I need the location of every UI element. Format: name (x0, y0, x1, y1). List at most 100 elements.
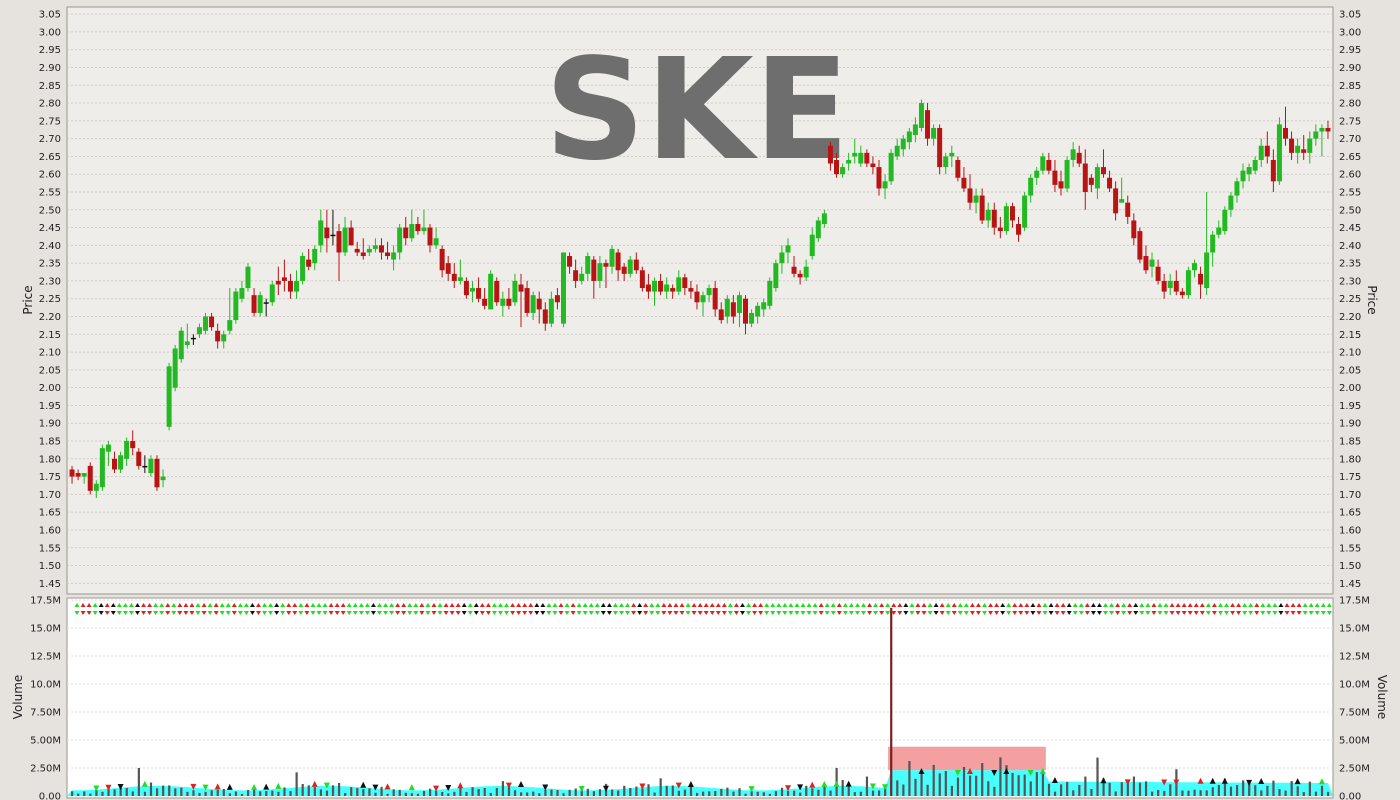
volume-bar (429, 788, 432, 796)
price-tick-right: 1.60 (1339, 525, 1361, 536)
ohlc-body (318, 220, 324, 246)
signal-triangle-down (534, 611, 540, 615)
signal-triangle-up (570, 603, 576, 607)
volume-bar (422, 790, 426, 796)
volume-bar (435, 790, 438, 796)
ohlc-body (858, 152, 864, 164)
signal-triangle-down (1224, 611, 1229, 615)
signal-triangle-up (794, 603, 800, 607)
price-grid (67, 13, 1333, 584)
volume-bar (259, 791, 262, 796)
ohlc-body (1270, 159, 1276, 182)
volume-tick-right: 17.5M (1339, 596, 1370, 607)
signal-triangle-down (310, 611, 316, 615)
price-axis-title-left: Price (21, 285, 35, 314)
signal-triangle-down (243, 611, 249, 615)
price-tick-left: 1.90 (39, 419, 61, 430)
ohlc-body (348, 227, 354, 246)
signal-triangle-down (582, 611, 588, 615)
volume-bar (1199, 790, 1202, 796)
signal-triangle-up (443, 603, 449, 607)
signal-triangle-down (322, 611, 328, 615)
ohlc-body (124, 441, 130, 459)
ohlc-body (306, 259, 312, 267)
signal-triangle-up (528, 603, 534, 607)
price-tick-left: 2.15 (39, 330, 61, 341)
ohlc-body (682, 277, 688, 289)
volume-bar (938, 773, 941, 796)
ohlc-body (979, 195, 985, 221)
ohlc-body (263, 302, 269, 304)
volume-bar (1242, 780, 1245, 796)
volume-bar (750, 791, 753, 796)
signal-triangle-down (625, 611, 631, 615)
signal-triangle-up (1030, 603, 1036, 607)
volume-bar (526, 792, 529, 796)
ohlc-body (287, 280, 293, 292)
price-tick-left: 1.60 (39, 525, 61, 536)
signal-triangle-down (679, 611, 685, 615)
price-tick-left: 1.75 (39, 472, 61, 483)
price-tick-left: 2.10 (39, 348, 61, 359)
volume-tick-left: 5.00M (30, 736, 61, 747)
signal-triangle-up (1242, 603, 1248, 607)
volume-bar (962, 766, 966, 796)
volume-marker-down (93, 785, 100, 792)
ohlc-body (724, 298, 730, 317)
signal-triangle-up (848, 603, 854, 607)
price-tick-left: 1.80 (39, 454, 61, 465)
ohlc-body (1173, 280, 1179, 292)
volume-bar (1235, 785, 1239, 796)
volume-bar (295, 772, 298, 796)
volume-bar (1060, 784, 1063, 796)
signal-triangle-up (128, 603, 134, 607)
volume-marker-down (202, 784, 209, 791)
volume-marker-down (748, 786, 755, 793)
volume-tick-left: 7.50M (30, 708, 61, 719)
volume-bar (586, 788, 589, 796)
price-tick-left: 2.05 (39, 365, 61, 376)
signal-triangle-up (1103, 603, 1108, 607)
ohlc-body (827, 145, 833, 164)
volume-bar (155, 788, 159, 796)
signal-triangle-down (1103, 611, 1108, 615)
volume-marker-up (809, 781, 816, 788)
ohlc-body (409, 224, 415, 239)
signal-triangle-down (425, 611, 431, 615)
volume-bar (999, 757, 1002, 796)
ohlc-body (506, 298, 512, 306)
ohlc-body (536, 298, 542, 310)
ohlc-body (1088, 177, 1094, 185)
price-plot-area (66, 6, 1334, 595)
signal-triangle-up (1284, 603, 1290, 607)
volume-bar (871, 790, 875, 796)
ohlc-body (1204, 252, 1210, 289)
volume-bar (629, 787, 632, 796)
volume-marker-down (784, 785, 791, 792)
volume-bar (1017, 775, 1020, 796)
volume-bars (71, 607, 1330, 796)
volume-bar (1096, 757, 1099, 796)
signal-triangle-up (982, 603, 987, 607)
signal-triangle-up (921, 603, 927, 607)
ohlc-body (1319, 127, 1325, 132)
signal-triangle-down (316, 611, 322, 615)
ohlc-body (221, 334, 227, 342)
volume-bar (890, 607, 893, 796)
volume-bar (180, 787, 183, 796)
ohlc-body (803, 266, 809, 278)
signal-triangle-down (431, 611, 437, 615)
signal-triangle-up (1084, 603, 1090, 607)
signal-triangle-down (1030, 611, 1036, 615)
ohlc-body (882, 181, 888, 189)
signal-triangle-down (225, 611, 231, 615)
volume-marker-down (578, 786, 585, 793)
signal-triangle-up (891, 603, 897, 607)
volume-tick-left: 15.0M (30, 624, 61, 635)
ohlc-body (1325, 127, 1331, 132)
volume-bar (714, 791, 717, 796)
signal-triangle-down (770, 611, 776, 615)
signal-triangle-up (473, 603, 479, 607)
signal-triangle-down (1000, 611, 1006, 615)
volume-bar (1072, 790, 1075, 796)
